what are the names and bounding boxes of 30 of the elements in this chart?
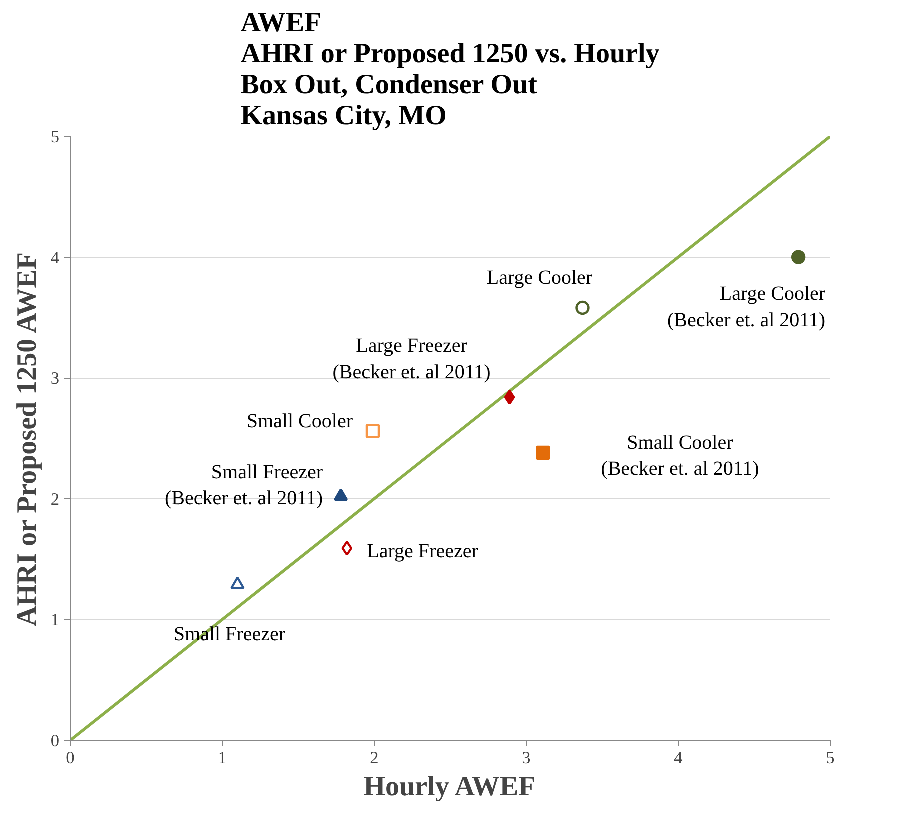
series-label: Large Cooler — [486, 267, 593, 290]
text: Small Cooler (Becker et. al 2011) — [601, 432, 760, 480]
series-label: Large Freezer — [367, 540, 479, 562]
y-tick-label: 2 — [50, 490, 60, 509]
y-tick-label: 4 — [50, 248, 60, 268]
x-tick-label: 3 — [522, 748, 531, 768]
y-axis-title: AHRI or Proposed 1250 AWEF — [12, 252, 43, 626]
x-tick-label: 4 — [674, 748, 684, 768]
y-tick-label: 5 — [50, 128, 60, 146]
point — [576, 300, 590, 316]
x-tick-label: 5 — [826, 748, 835, 768]
x-tick-label: 1 — [218, 748, 227, 768]
x-tick-label: 2 — [370, 748, 379, 768]
y-tick-label: 0 — [50, 732, 60, 750]
y-tick-label: 1 — [50, 610, 60, 630]
y-tick-label: 3 — [50, 369, 60, 388]
series-label: Small Freezer (Becker et. al 2011) — [164, 461, 324, 510]
point — [791, 250, 806, 264]
point — [230, 576, 245, 590]
series-label: Large Freezer (Becker et. al 2011) — [332, 335, 491, 384]
x-axis-title: Hourly AWEF — [364, 772, 536, 802]
point — [342, 540, 353, 556]
point — [504, 390, 516, 406]
series-label: Large Cooler (Becker et. al 2011) — [668, 283, 826, 332]
chart-title: AWEF AHRI or Proposed 1250 vs. Hourly Box Out, Condenser Out Kansas City, MO — [240, 8, 660, 132]
point — [536, 446, 550, 460]
series-label: Small Cooler — [246, 410, 354, 432]
point — [366, 424, 380, 438]
point — [334, 488, 348, 502]
x-tick-label: 0 — [66, 748, 75, 768]
